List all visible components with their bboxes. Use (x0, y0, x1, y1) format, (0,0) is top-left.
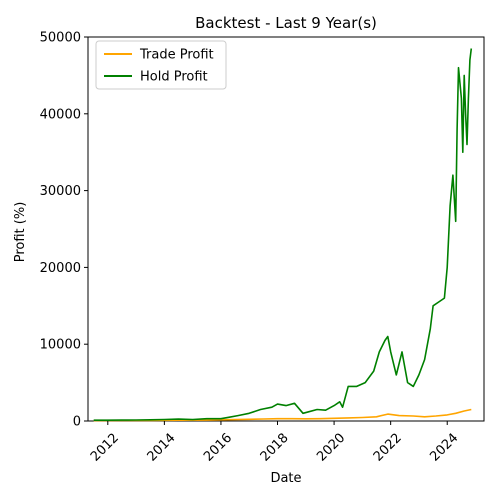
y-tick-label: 20000 (40, 261, 81, 276)
x-axis-title: Date (270, 471, 301, 486)
series-line-hold-profit (93, 48, 473, 422)
y-tick-label: 10000 (40, 338, 81, 353)
legend-label: Hold Profit (140, 70, 208, 85)
y-tick-label: 50000 (40, 31, 81, 46)
y-tick-label: 0 (73, 415, 81, 430)
legend: Trade Profit Hold Profit (95, 40, 227, 90)
chart-title: Backtest - Last 9 Year(s) (195, 14, 377, 32)
legend-label: Trade Profit (139, 48, 214, 63)
plot-area (87, 36, 485, 422)
y-axis-title: Profit (%) (13, 202, 28, 263)
plot-frame (87, 36, 485, 422)
y-tick-label: 30000 (40, 184, 81, 199)
y-axis: 0 10000 20000 30000 40000 50000 (40, 31, 88, 430)
series-line-trade-profit (93, 408, 472, 422)
y-tick-label: 40000 (40, 107, 81, 122)
series-layer (93, 48, 473, 422)
